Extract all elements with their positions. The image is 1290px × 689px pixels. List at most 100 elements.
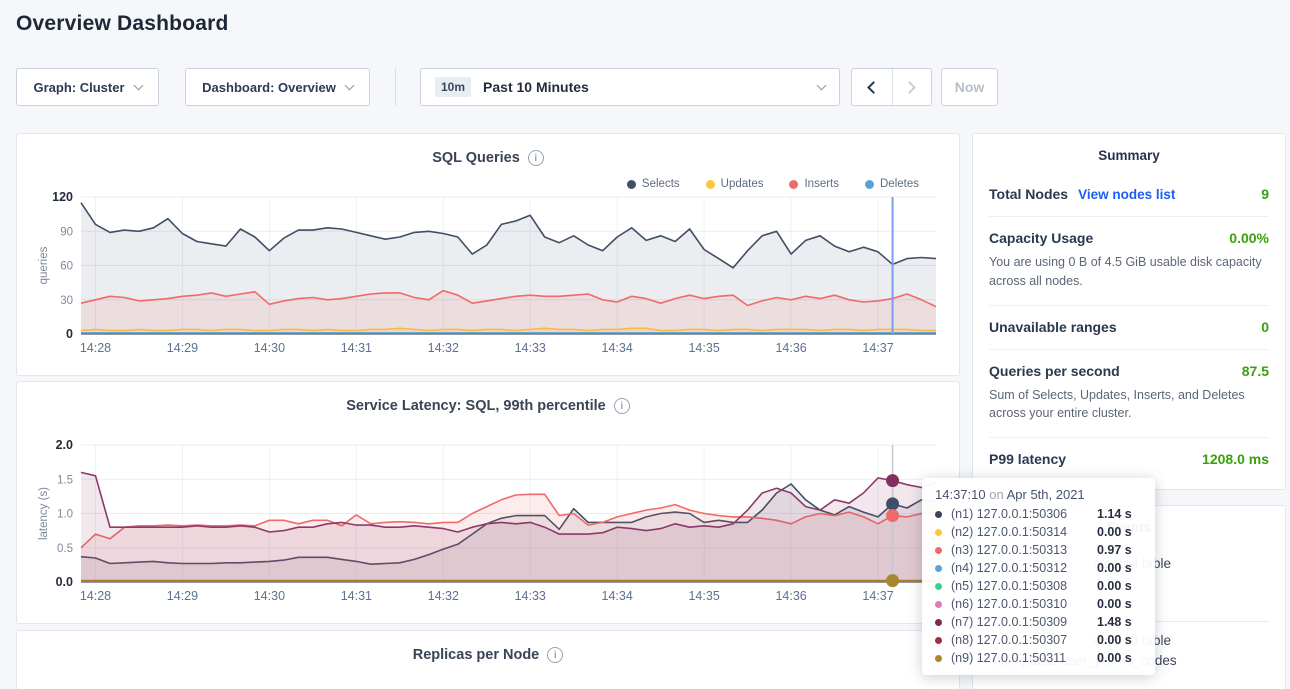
tooltip-node-label: (n9) 127.0.0.1:50311 bbox=[951, 651, 1067, 665]
tooltip-node-value: 0.97 s bbox=[1097, 543, 1132, 557]
graph-scope-dropdown[interactable]: Graph: Cluster bbox=[16, 68, 159, 106]
chevron-right-icon bbox=[903, 80, 917, 94]
svg-text:14:33: 14:33 bbox=[515, 341, 546, 355]
chevron-left-icon bbox=[867, 80, 881, 94]
service-latency-chart[interactable]: 14:28 14:29 14:30 14:31 14:32 14:33 14:34 14:35… bbox=[17, 382, 961, 625]
svg-text:14:29: 14:29 bbox=[167, 341, 198, 355]
legend-label: Selects bbox=[641, 178, 680, 190]
legend-item-selects[interactable]: Selects bbox=[626, 178, 680, 190]
summary-label: Queries per second bbox=[989, 362, 1120, 379]
svg-text:0.5: 0.5 bbox=[57, 543, 73, 555]
tooltip-node-row: (n4) 127.0.0.1:50312 0.00 s bbox=[935, 559, 1142, 577]
series-dot-icon bbox=[626, 179, 636, 189]
tooltip-node-row: (n9) 127.0.0.1:50311 0.00 s bbox=[935, 649, 1142, 667]
svg-text:14:29: 14:29 bbox=[167, 589, 198, 603]
summary-value: 9 bbox=[1261, 186, 1269, 202]
summary-panel: Summary Total Nodes View nodes list 9 Ca… bbox=[972, 133, 1286, 490]
summary-row-qps: Queries per second 87.5 Sum of Selects, … bbox=[989, 350, 1269, 438]
summary-description: You are using 0 B of 4.5 GiB usable disk… bbox=[989, 255, 1262, 288]
tooltip-node-label: (n8) 127.0.0.1:50307 bbox=[951, 633, 1068, 647]
tooltip-node-value: 0.00 s bbox=[1097, 579, 1132, 593]
legend-item-updates[interactable]: Updates bbox=[705, 178, 763, 190]
summary-value: 0.00% bbox=[1229, 230, 1269, 246]
time-range-label: Past 10 Minutes bbox=[483, 79, 589, 95]
svg-text:14:30: 14:30 bbox=[254, 589, 285, 603]
svg-text:0.0: 0.0 bbox=[56, 575, 73, 589]
graph-scope-label: Graph: Cluster bbox=[33, 79, 125, 95]
time-prev-button[interactable] bbox=[852, 69, 892, 105]
tooltip-node-label: (n7) 127.0.0.1:50309 bbox=[951, 615, 1068, 629]
legend-item-deletes[interactable]: Deletes bbox=[865, 178, 919, 190]
tooltip-node-row: (n8) 127.0.0.1:50307 0.00 s bbox=[935, 631, 1142, 649]
legend-item-inserts[interactable]: Inserts bbox=[789, 178, 839, 190]
tooltip-node-label: (n4) 127.0.0.1:50312 bbox=[951, 561, 1068, 575]
summary-row-p99: P99 latency 1208.0 ms bbox=[989, 438, 1269, 481]
series-dot-icon bbox=[935, 654, 942, 662]
svg-text:14:32: 14:32 bbox=[428, 589, 459, 603]
tooltip-node-value: 0.00 s bbox=[1097, 633, 1132, 647]
time-step-buttons bbox=[851, 68, 932, 106]
svg-text:14:32: 14:32 bbox=[428, 341, 459, 355]
tooltip-node-row: (n6) 127.0.0.1:50310 0.00 s bbox=[935, 595, 1142, 613]
tooltip-node-value: 0.00 s bbox=[1097, 525, 1132, 539]
series-dot-icon bbox=[789, 179, 799, 189]
svg-text:14:28: 14:28 bbox=[80, 341, 111, 355]
svg-text:60: 60 bbox=[60, 261, 73, 273]
series-dot-icon bbox=[935, 510, 942, 518]
svg-text:1.0: 1.0 bbox=[57, 509, 73, 521]
svg-text:14:31: 14:31 bbox=[341, 589, 372, 603]
svg-text:14:30: 14:30 bbox=[254, 341, 285, 355]
tooltip-node-row: (n7) 127.0.0.1:50309 1.48 s bbox=[935, 613, 1142, 631]
summary-value: 87.5 bbox=[1241, 362, 1269, 379]
tooltip-node-row: (n5) 127.0.0.1:50308 0.00 s bbox=[935, 577, 1142, 595]
series-dot-icon bbox=[935, 528, 942, 536]
summary-row-unavailable-ranges: Unavailable ranges 0 bbox=[989, 306, 1269, 350]
svg-text:14:37: 14:37 bbox=[862, 589, 893, 603]
toolbar-divider bbox=[395, 68, 396, 106]
svg-text:1.5: 1.5 bbox=[57, 474, 73, 486]
service-latency-chart-panel: Service Latency: SQL, 99th percentile i … bbox=[16, 381, 960, 624]
tooltip-timestamp: 14:37:10 on Apr 5th, 2021 bbox=[935, 487, 1085, 502]
dashboard-label: Dashboard: Overview bbox=[202, 79, 336, 95]
svg-text:0: 0 bbox=[66, 327, 73, 341]
tooltip-node-value: 0.00 s bbox=[1097, 561, 1132, 575]
legend-label: Inserts bbox=[804, 178, 839, 190]
svg-text:latency (s): latency (s) bbox=[38, 487, 50, 540]
chevron-down-icon bbox=[816, 80, 827, 90]
info-icon[interactable]: i bbox=[527, 150, 544, 166]
chart-title: Service Latency: SQL, 99th percentile bbox=[346, 398, 606, 414]
svg-text:14:34: 14:34 bbox=[602, 341, 633, 355]
time-range-dropdown[interactable]: 10m Past 10 Minutes bbox=[420, 68, 840, 106]
summary-label: Total Nodes bbox=[989, 186, 1069, 202]
series-dot-icon bbox=[935, 618, 942, 626]
tooltip-node-label: (n6) 127.0.0.1:50310 bbox=[951, 597, 1068, 611]
tooltip-node-label: (n3) 127.0.0.1:50313 bbox=[951, 543, 1068, 557]
now-button[interactable]: Now bbox=[941, 68, 998, 106]
sql-queries-chart[interactable]: 14:28 14:29 14:30 14:31 14:32 14:33 14:34 14:35… bbox=[17, 134, 961, 377]
chart-hover-tooltip: 14:37:10 on Apr 5th, 2021 (n1) 127.0.0.1… bbox=[922, 478, 1155, 675]
svg-text:14:33: 14:33 bbox=[515, 589, 546, 603]
tooltip-node-value: 0.00 s bbox=[1097, 651, 1132, 665]
svg-text:14:36: 14:36 bbox=[775, 589, 806, 603]
chevron-down-icon bbox=[344, 80, 355, 90]
summary-value: 0 bbox=[1261, 318, 1269, 335]
chart-title: SQL Queries bbox=[432, 150, 520, 166]
series-dot-icon bbox=[705, 179, 715, 189]
time-next-button[interactable] bbox=[891, 69, 932, 105]
info-icon[interactable]: i bbox=[547, 647, 564, 663]
view-nodes-list-link[interactable]: View nodes list bbox=[1078, 187, 1176, 202]
summary-label: Capacity Usage bbox=[989, 230, 1094, 246]
svg-text:30: 30 bbox=[60, 295, 73, 307]
summary-value: 1208.0 ms bbox=[1202, 451, 1269, 467]
chart-legend: Selects Updates Inserts Deletes bbox=[626, 178, 919, 190]
dashboard-dropdown[interactable]: Dashboard: Overview bbox=[185, 68, 370, 106]
series-dot-icon bbox=[935, 546, 942, 554]
info-icon[interactable]: i bbox=[613, 398, 630, 414]
tooltip-node-label: (n2) 127.0.0.1:50314 bbox=[951, 525, 1068, 539]
summary-label: Unavailable ranges bbox=[989, 318, 1117, 335]
svg-text:14:35: 14:35 bbox=[688, 589, 719, 603]
summary-row-capacity: Capacity Usage 0.00% You are using 0 B o… bbox=[989, 217, 1269, 306]
svg-text:14:35: 14:35 bbox=[688, 341, 719, 355]
series-dot-icon bbox=[935, 564, 942, 572]
